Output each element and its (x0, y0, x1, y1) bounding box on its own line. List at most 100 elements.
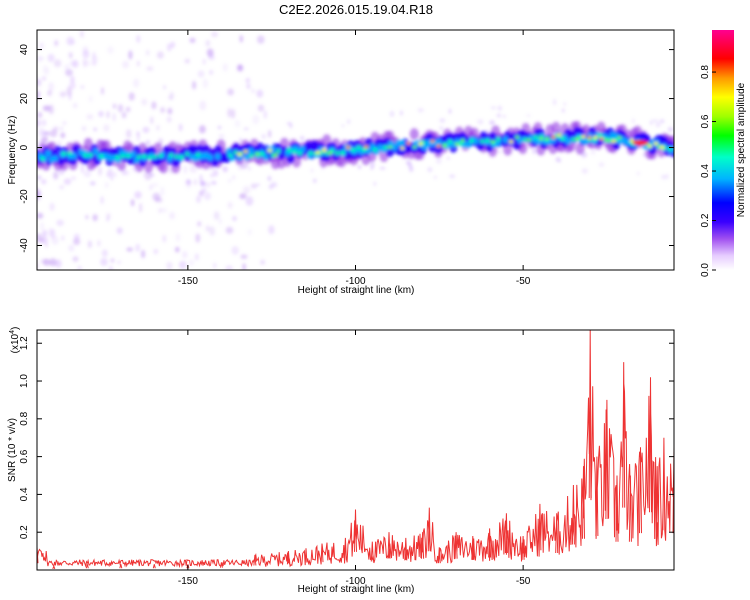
ridge-blob (597, 133, 603, 138)
noise-blob (205, 225, 210, 232)
ridge-peak (460, 138, 465, 142)
noise-blob (60, 126, 63, 131)
noise-blob (80, 84, 85, 90)
noise-blob (490, 106, 496, 110)
noise-blob (175, 233, 181, 242)
noise-blob (112, 103, 117, 109)
noise-blob (151, 101, 157, 110)
noise-blob (245, 196, 254, 206)
ridge-blob (361, 147, 367, 153)
ridge-peak (430, 139, 435, 143)
noise-blob (251, 88, 255, 94)
ridge-blob (479, 139, 485, 144)
noise-blob (409, 165, 414, 173)
noise-blob (93, 127, 98, 132)
ridge-blob (551, 121, 561, 134)
noise-blob (72, 59, 79, 69)
noise-blob (106, 171, 114, 178)
noise-blob (242, 186, 251, 195)
ridge-blob (249, 153, 255, 158)
colorbar-label: Normalized spectral amplitude (736, 82, 747, 217)
noise-blob (136, 60, 140, 67)
ridge-blob (120, 153, 126, 159)
noise-blob (247, 228, 253, 236)
noise-blob (125, 129, 132, 139)
noise-blob (643, 153, 646, 157)
noise-blob (195, 233, 201, 243)
ridge-blob (168, 153, 174, 158)
noise-blob (439, 118, 446, 123)
ridge-blob (54, 145, 63, 156)
noise-blob (590, 150, 596, 155)
noise-blob (82, 46, 89, 54)
noise-blob (55, 259, 62, 269)
noise-blob (160, 186, 165, 197)
noise-blob (239, 35, 244, 43)
noise-blob (148, 173, 155, 177)
ridge-blob (179, 155, 185, 160)
ridge-blob (447, 139, 453, 144)
noise-blob (178, 260, 187, 270)
noise-blob (125, 106, 131, 113)
ridge-blob (157, 153, 163, 159)
x-tick-label: -50 (516, 576, 531, 587)
ridge-blob (297, 151, 303, 156)
noise-blob (667, 126, 674, 133)
noise-blob (86, 114, 94, 120)
ridge-blob (147, 155, 153, 160)
noise-blob (135, 243, 141, 252)
ridge-blob (436, 139, 442, 146)
y-tick-label: 20 (19, 93, 30, 105)
colorbar: 0.0 0.2 0.4 0.6 0.8 Normalized spectral ampl… (700, 30, 747, 277)
noise-blob (552, 98, 557, 106)
ridge-blob (275, 148, 281, 154)
noise-blob (89, 181, 96, 186)
noise-blob (433, 176, 437, 179)
ridge-peak (587, 136, 592, 140)
ridge-blob (391, 144, 398, 151)
noise-blob (100, 258, 108, 266)
snr-multiplier-text: (x10 (10, 333, 21, 353)
noise-blob (257, 104, 265, 112)
noise-blob (446, 156, 450, 160)
noise-blob (50, 228, 56, 239)
noise-blob (65, 69, 73, 77)
noise-blob (98, 110, 104, 118)
noise-blob (163, 85, 167, 90)
noise-blob (252, 114, 260, 125)
ridge-peak (557, 133, 562, 137)
noise-blob (256, 89, 264, 98)
noise-blob (188, 259, 194, 267)
colorbar-ticks: 0.0 0.2 0.4 0.6 0.8 (700, 65, 716, 277)
y-tick-label: 40 (19, 44, 30, 56)
noise-blob (166, 43, 172, 52)
noise-blob (107, 168, 113, 172)
noise-blob (448, 108, 452, 114)
noise-blob (202, 58, 206, 65)
noise-blob (52, 126, 59, 132)
noise-blob (37, 175, 42, 180)
noise-blob (117, 104, 124, 113)
noise-blob (122, 60, 130, 69)
noise-blob (238, 64, 243, 71)
ridge-peak (599, 137, 604, 141)
noise-blob (145, 139, 151, 146)
noise-blob (260, 259, 265, 265)
noise-blob (449, 174, 456, 179)
noise-blob (665, 173, 669, 180)
noise-blob (116, 227, 123, 235)
noise-blob (218, 217, 222, 225)
noise-blob (632, 118, 635, 124)
noise-blob (232, 175, 236, 180)
noise-blob (234, 119, 241, 128)
ridge-peak (617, 135, 622, 140)
ridge-blob (565, 138, 572, 145)
ridge-blob (485, 138, 491, 143)
noise-blob (439, 125, 444, 131)
x-tick-label: -150 (178, 276, 198, 287)
ridge-peak (581, 135, 586, 139)
noise-blob (37, 262, 40, 269)
spectrogram-y-label: Frequency (Hz) (7, 116, 18, 185)
ridge-blob (560, 136, 566, 141)
